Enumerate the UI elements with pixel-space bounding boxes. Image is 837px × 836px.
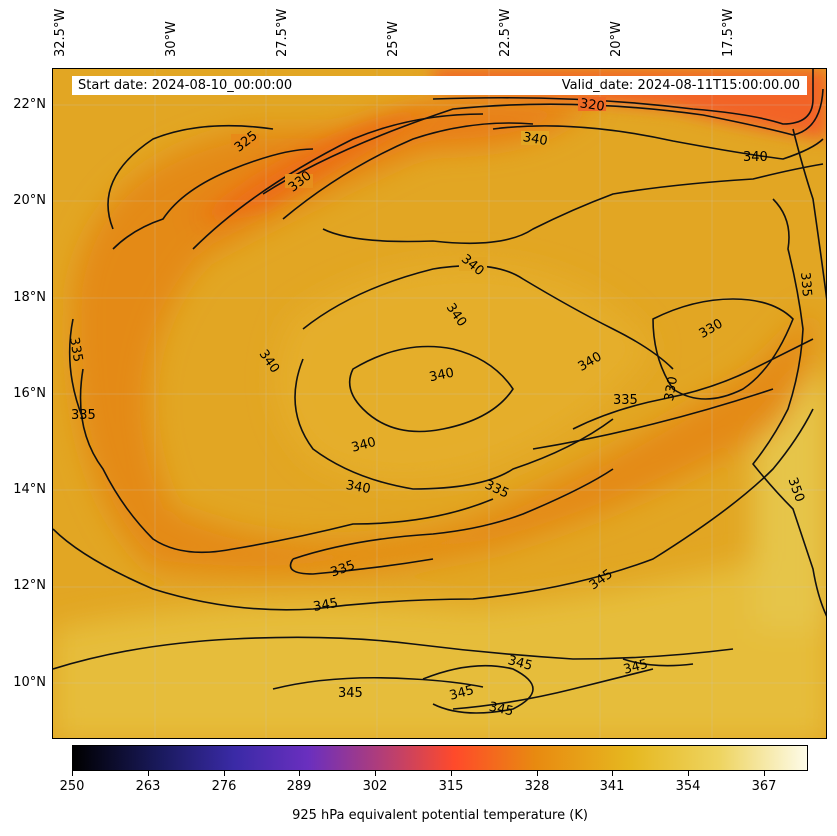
contour-label-345-fs5: 345 — [622, 657, 650, 678]
contour-label-345-far-south: 345 — [338, 686, 363, 701]
contour-330-arm — [192, 113, 534, 250]
colorbar-tick-276 — [224, 771, 225, 776]
contour-label-335-w2: 335 — [66, 336, 85, 363]
contour-340-inner — [348, 345, 514, 433]
contour-label-320: 320 — [579, 96, 606, 114]
colorbar-tick-315 — [451, 771, 452, 776]
lon-label-27-5w: 27.5°W — [275, 8, 290, 57]
contour-label-335-west: 335 — [71, 408, 96, 423]
contour-label-345-fs4: 345 — [506, 653, 534, 674]
lat-label-22n: 22°N — [13, 97, 46, 112]
colorbar-label-302: 302 — [362, 779, 388, 794]
contour-label-345-south: 345 — [312, 596, 339, 615]
contour-label-340-ne: 340 — [743, 150, 768, 165]
theta-e-map: 320 325 330 340 340 340 340 340 340 340 … — [53, 69, 826, 738]
valid-date-label: Valid_date: 2024-08-11T15:00:00.00 — [561, 78, 800, 93]
colorbar-tick-367 — [764, 771, 765, 776]
contour-340-ring — [294, 264, 674, 490]
lat-label-12n: 12°N — [13, 578, 46, 593]
colorbar-tick-328 — [537, 771, 538, 776]
lon-label-25w: 25°W — [386, 21, 401, 57]
contour-label-340-sw2: 340 — [345, 478, 372, 497]
contour-label-335-east: 335 — [613, 393, 638, 408]
map-panel: 320 325 330 340 340 340 340 340 340 340 … — [52, 68, 827, 739]
contour-label-340-sw1: 340 — [350, 435, 378, 456]
field-cool-north — [183, 99, 593, 229]
contour-label-345-fs2: 345 — [448, 683, 476, 704]
field-warm-band-south — [53, 539, 826, 738]
contour-320-north — [432, 69, 814, 125]
colorbar-title: 925 hPa equivalent potential temperature… — [292, 808, 588, 823]
lat-label-16n: 16°N — [13, 386, 46, 401]
lon-label-30w: 30°W — [164, 21, 179, 57]
contour-label-345-fs3: 345 — [487, 700, 514, 720]
contour-coast — [752, 128, 826, 617]
contour-345-far-south — [53, 636, 734, 714]
contour-label-335-ne: 335 — [797, 272, 814, 298]
colorbar-label-328: 328 — [524, 779, 550, 794]
header-info-box: Start date: 2024-08-10_00:00:00 Valid_da… — [72, 76, 807, 95]
contour-335-south — [289, 468, 614, 575]
contour-340-north-inner — [112, 148, 824, 250]
lat-label-20n: 20°N — [13, 193, 46, 208]
colorbar-tick-354 — [688, 771, 689, 776]
field-warm-band-east — [753, 370, 826, 629]
lat-label-18n: 18°N — [13, 290, 46, 305]
colorbar-label-276: 276 — [211, 779, 237, 794]
colorbar-label-354: 354 — [675, 779, 701, 794]
colorbar-label-263: 263 — [135, 779, 161, 794]
contour-label-340-mid: 340 — [428, 365, 455, 385]
lon-label-20w: 20°W — [609, 21, 624, 57]
contour-330-east — [652, 298, 794, 400]
field-inner-warm — [277, 264, 653, 482]
colorbar-tick-289 — [299, 771, 300, 776]
lat-label-10n: 10°N — [13, 675, 46, 690]
contour-345-far-south-2 — [452, 658, 694, 710]
lat-label-14n: 14°N — [13, 482, 46, 497]
contour-335-east — [532, 338, 814, 450]
contour-labels: 320 325 330 340 340 340 340 340 340 340 … — [66, 96, 814, 719]
colorbar-label-367: 367 — [751, 779, 777, 794]
start-date-label: Start date: 2024-08-10_00:00:00 — [78, 78, 293, 93]
colorbar-label-341: 341 — [599, 779, 625, 794]
contour-label-340-north: 340 — [522, 130, 549, 149]
colorbar-tick-341 — [612, 771, 613, 776]
colorbar-tick-250 — [72, 771, 73, 776]
lon-label-32-5w: 32.5°W — [53, 8, 68, 57]
contours — [53, 69, 826, 714]
contour-335-west — [68, 318, 494, 554]
colorbar — [72, 745, 808, 771]
colorbar-label-289: 289 — [286, 779, 312, 794]
gridlines — [53, 69, 826, 738]
contour-label-330-east2: 330 — [662, 375, 681, 402]
colorbar-tick-263 — [148, 771, 149, 776]
lon-label-17-5w: 17.5°W — [721, 8, 736, 57]
colorbar-label-250: 250 — [59, 779, 85, 794]
colorbar-label-315: 315 — [438, 779, 464, 794]
colorbar-tick-302 — [375, 771, 376, 776]
lon-label-22-5w: 22.5°W — [498, 8, 513, 57]
field-cool-ring — [72, 129, 813, 576]
contour-345-south — [53, 408, 814, 611]
